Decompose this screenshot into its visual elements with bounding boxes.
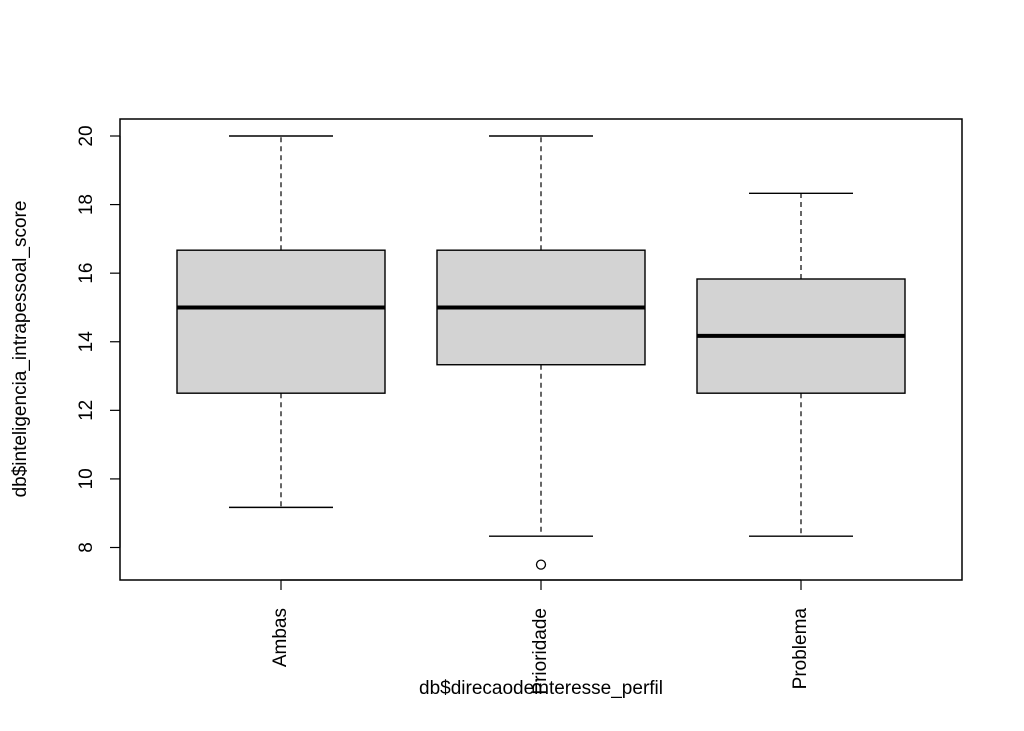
- y-tick-label: 8: [76, 542, 97, 553]
- box-prioridade: [436, 135, 646, 570]
- y-axis: 8 10 12 14 16 18 20: [76, 125, 121, 553]
- y-tick-label: 10: [76, 468, 97, 489]
- x-tick-label: Problema: [790, 608, 811, 690]
- y-tick-label: 18: [76, 194, 97, 215]
- box-iqr: [176, 249, 386, 394]
- box-series: [176, 135, 906, 570]
- box-problema: [696, 192, 906, 537]
- y-tick-label: 14: [76, 331, 97, 353]
- x-tick-label: Prioridade: [530, 608, 551, 695]
- y-axis-label: db$inteligencia_intrapessoal_score: [10, 201, 31, 498]
- y-tick-label: 20: [76, 125, 97, 146]
- x-tick-label: Ambas: [270, 608, 291, 667]
- y-tick-label: 12: [76, 400, 97, 421]
- x-axis: Ambas Prioridade Problema: [270, 579, 811, 695]
- outlier-point: [535, 559, 547, 570]
- x-axis-label: db$direcaodeinteresse_perfil: [419, 678, 663, 699]
- y-tick-label: 16: [76, 263, 97, 284]
- box-ambas: [176, 135, 386, 509]
